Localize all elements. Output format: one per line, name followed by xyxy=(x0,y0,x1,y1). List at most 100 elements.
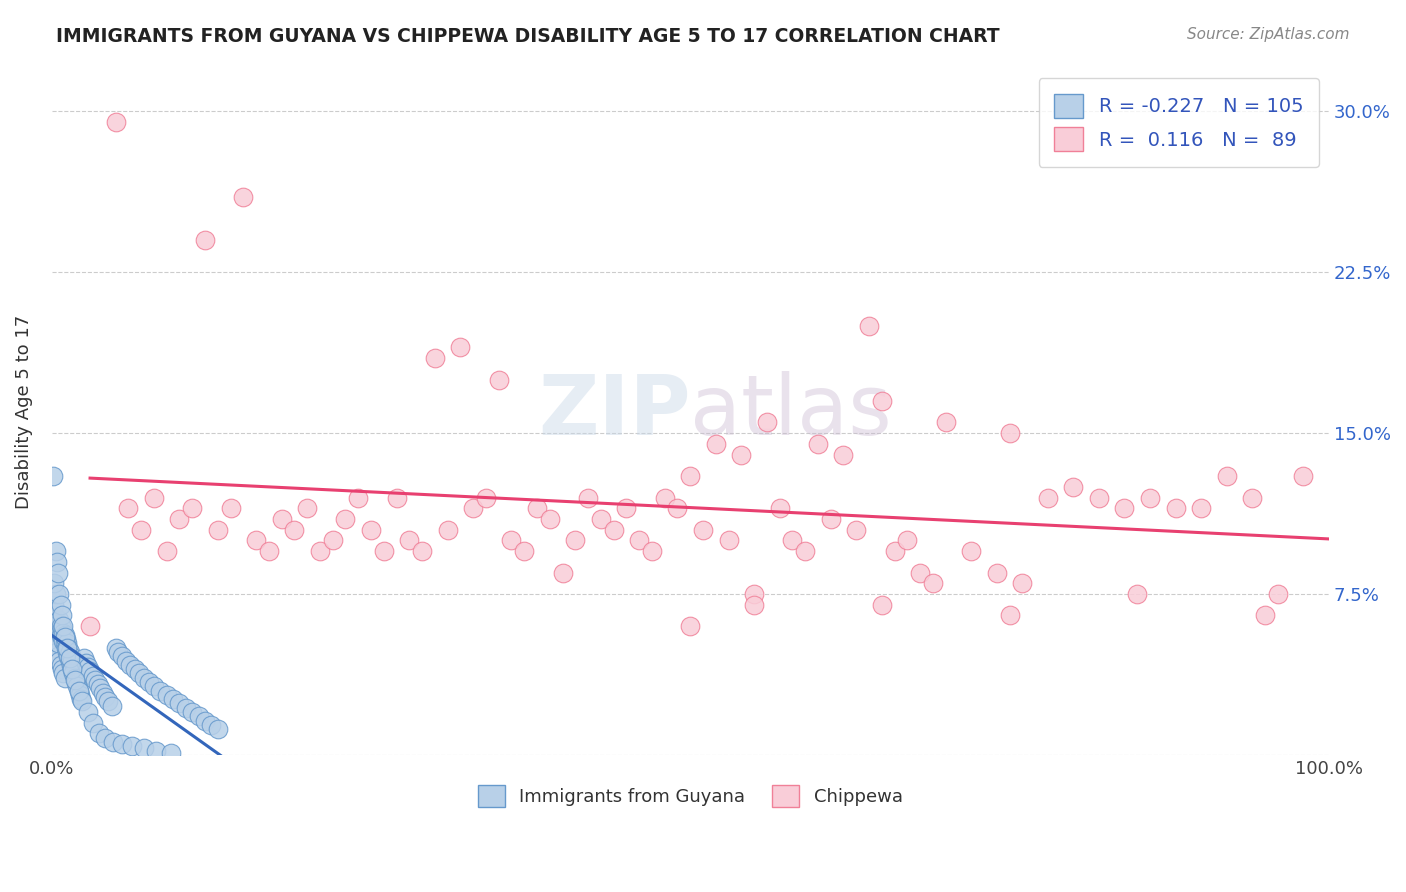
Point xyxy=(111,649,134,664)
Point xyxy=(538,512,561,526)
Point xyxy=(1088,491,1111,505)
Point xyxy=(45,640,67,655)
Point xyxy=(1126,587,1149,601)
Point xyxy=(436,523,458,537)
Point xyxy=(679,469,702,483)
Legend: Immigrants from Guyana, Chippewa: Immigrants from Guyana, Chippewa xyxy=(471,778,910,814)
Text: IMMIGRANTS FROM GUYANA VS CHIPPEWA DISABILITY AGE 5 TO 17 CORRELATION CHART: IMMIGRANTS FROM GUYANA VS CHIPPEWA DISAB… xyxy=(56,27,1000,45)
Point xyxy=(181,705,204,719)
Point xyxy=(100,698,122,713)
Point xyxy=(335,512,357,526)
Point xyxy=(104,115,127,129)
Point xyxy=(121,739,143,754)
Point xyxy=(360,523,382,537)
Point xyxy=(45,587,67,601)
Point xyxy=(55,640,77,655)
Point xyxy=(67,683,90,698)
Point xyxy=(82,715,104,730)
Point xyxy=(87,677,110,691)
Point xyxy=(46,566,69,580)
Point xyxy=(117,501,139,516)
Point xyxy=(79,665,101,679)
Point xyxy=(589,512,612,526)
Point xyxy=(769,501,792,516)
Point xyxy=(56,636,79,650)
Point xyxy=(52,666,75,681)
Point xyxy=(654,491,676,505)
Text: ZIP: ZIP xyxy=(537,371,690,452)
Point xyxy=(513,544,536,558)
Point xyxy=(960,544,983,558)
Point xyxy=(270,512,292,526)
Point xyxy=(870,598,893,612)
Point xyxy=(998,608,1021,623)
Point xyxy=(1292,469,1315,483)
Point xyxy=(730,448,752,462)
Point xyxy=(63,673,86,687)
Point xyxy=(1164,501,1187,516)
Point xyxy=(62,666,84,681)
Point xyxy=(55,632,77,646)
Point xyxy=(45,624,67,638)
Point xyxy=(94,690,117,704)
Point xyxy=(69,688,91,702)
Point xyxy=(91,686,114,700)
Point xyxy=(295,501,318,516)
Point xyxy=(142,491,165,505)
Point xyxy=(169,697,191,711)
Point xyxy=(322,533,344,548)
Point xyxy=(63,671,86,685)
Point xyxy=(845,523,868,537)
Point xyxy=(174,700,197,714)
Point xyxy=(156,544,179,558)
Point xyxy=(1114,501,1136,516)
Point xyxy=(129,523,152,537)
Point xyxy=(782,533,804,548)
Point xyxy=(52,625,75,640)
Point xyxy=(52,634,75,648)
Point xyxy=(48,587,70,601)
Point xyxy=(717,533,740,548)
Point xyxy=(194,714,217,728)
Point xyxy=(385,491,408,505)
Point xyxy=(128,666,150,681)
Point xyxy=(60,654,83,668)
Point xyxy=(89,681,111,696)
Point xyxy=(72,694,94,708)
Text: Source: ZipAtlas.com: Source: ZipAtlas.com xyxy=(1187,27,1350,42)
Point xyxy=(858,318,880,333)
Point xyxy=(576,491,599,505)
Point xyxy=(922,576,945,591)
Point xyxy=(1189,501,1212,516)
Point xyxy=(49,619,72,633)
Point xyxy=(628,533,651,548)
Point xyxy=(67,683,90,698)
Point xyxy=(501,533,523,548)
Point xyxy=(602,523,624,537)
Point xyxy=(46,636,69,650)
Point xyxy=(986,566,1008,580)
Point xyxy=(309,544,332,558)
Point xyxy=(156,688,179,702)
Point xyxy=(48,621,70,635)
Point xyxy=(896,533,918,548)
Point xyxy=(908,566,931,580)
Point xyxy=(870,394,893,409)
Point xyxy=(194,233,217,247)
Point xyxy=(463,501,485,516)
Point xyxy=(1267,587,1289,601)
Point xyxy=(162,692,184,706)
Point xyxy=(59,651,82,665)
Point xyxy=(1254,608,1277,623)
Point xyxy=(59,654,82,668)
Point xyxy=(411,544,433,558)
Text: atlas: atlas xyxy=(690,371,891,452)
Point xyxy=(347,491,370,505)
Point xyxy=(832,448,855,462)
Point xyxy=(149,683,172,698)
Point xyxy=(58,649,80,664)
Point xyxy=(104,640,127,655)
Point xyxy=(1036,491,1059,505)
Point xyxy=(142,679,165,693)
Point xyxy=(666,501,689,516)
